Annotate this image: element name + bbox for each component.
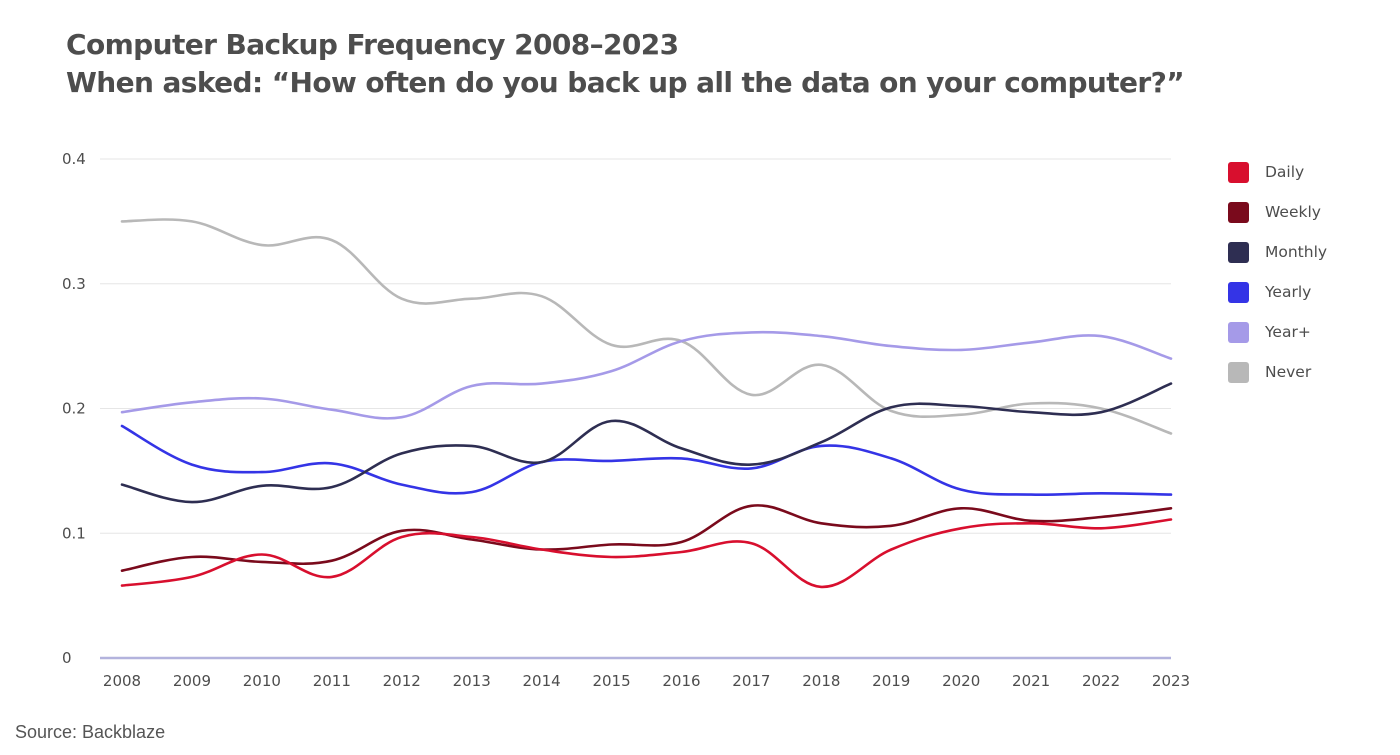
x-tick-label: 2008 bbox=[103, 672, 141, 690]
series-line-never bbox=[120, 218, 1173, 435]
x-tick-label: 2012 bbox=[383, 672, 421, 690]
x-tick-label: 2013 bbox=[453, 672, 491, 690]
series-line-year bbox=[120, 330, 1173, 420]
legend-swatch bbox=[1228, 361, 1249, 383]
title-line-2: When asked: “How often do you back up al… bbox=[66, 66, 1185, 99]
legend-item-weekly: Weekly bbox=[1228, 192, 1327, 232]
legend-label: Never bbox=[1265, 363, 1312, 381]
series-line-monthly bbox=[120, 382, 1173, 504]
title-line-1: Computer Backup Frequency 2008–2023 bbox=[66, 28, 679, 61]
x-tick-label: 2022 bbox=[1082, 672, 1120, 690]
chart-title: Computer Backup Frequency 2008–2023 When… bbox=[66, 26, 1185, 102]
legend-item-daily: Daily bbox=[1228, 152, 1327, 192]
legend-item-year: Year+ bbox=[1228, 312, 1327, 352]
legend-swatch bbox=[1228, 201, 1249, 223]
y-tick-label: 0.3 bbox=[62, 275, 86, 293]
y-tick-label: 0.4 bbox=[62, 150, 86, 168]
legend-label: Monthly bbox=[1265, 243, 1328, 261]
x-tick-label: 2018 bbox=[802, 672, 840, 690]
y-tick-label: 0.1 bbox=[62, 524, 86, 542]
x-tick-label: 2014 bbox=[523, 672, 561, 690]
legend-swatch bbox=[1228, 241, 1249, 263]
x-tick-label: 2015 bbox=[592, 672, 630, 690]
legend-label: Weekly bbox=[1265, 203, 1321, 221]
legend-label: Daily bbox=[1265, 163, 1305, 181]
legend-swatch bbox=[1228, 321, 1249, 343]
legend-item-monthly: Monthly bbox=[1228, 232, 1327, 272]
x-tick-label: 2016 bbox=[662, 672, 700, 690]
legend-item-never: Never bbox=[1228, 352, 1327, 392]
series-line-weekly bbox=[120, 504, 1173, 572]
legend-item-yearly: Yearly bbox=[1228, 272, 1327, 312]
x-tick-label: 2020 bbox=[942, 672, 980, 690]
x-tick-label: 2023 bbox=[1152, 672, 1190, 690]
legend: Daily Weekly Monthly Yearly Year+ Never bbox=[1228, 152, 1327, 392]
y-tick-label: 0 bbox=[62, 649, 72, 667]
series-line-yearly bbox=[120, 424, 1173, 497]
legend-label: Yearly bbox=[1265, 283, 1312, 301]
x-tick-label: 2010 bbox=[243, 672, 281, 690]
x-tick-label: 2021 bbox=[1012, 672, 1050, 690]
legend-swatch bbox=[1228, 161, 1249, 183]
legend-swatch bbox=[1228, 281, 1249, 303]
series-line-daily bbox=[120, 518, 1173, 589]
x-tick-label: 2019 bbox=[872, 672, 910, 690]
x-tick-label: 2017 bbox=[732, 672, 770, 690]
x-tick-label: 2011 bbox=[313, 672, 351, 690]
y-tick-label: 0.2 bbox=[62, 400, 86, 418]
source-note: Source: Backblaze bbox=[15, 722, 166, 742]
legend-label: Year+ bbox=[1265, 323, 1311, 341]
x-tick-label: 2009 bbox=[173, 672, 211, 690]
